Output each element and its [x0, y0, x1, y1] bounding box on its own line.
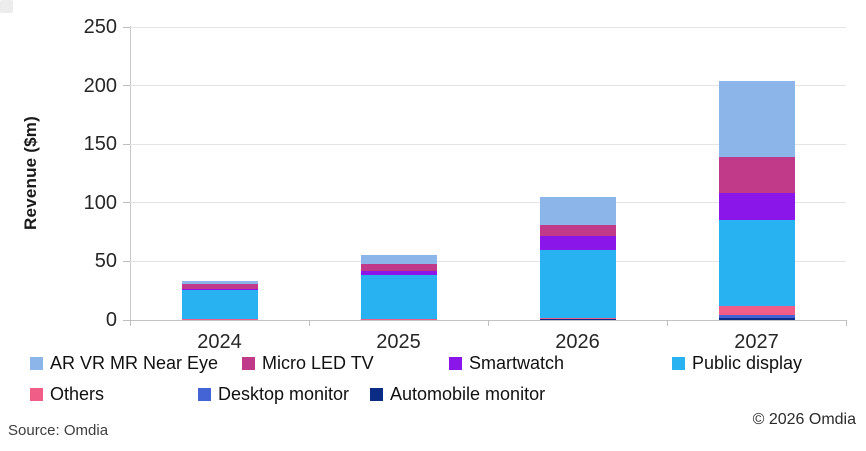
bar-segment: [539, 249, 616, 318]
bar-2025: [360, 254, 437, 320]
x-tick-mark: [488, 320, 489, 326]
gridline-150: [130, 143, 846, 145]
x-tick-mark: [130, 320, 131, 326]
legend-label: Smartwatch: [469, 352, 565, 373]
bar-segment: [360, 274, 437, 320]
legend-item: Micro LED TV: [242, 352, 374, 374]
bar-segment: [181, 319, 258, 320]
bar-segment: [718, 220, 795, 306]
legend-item: Automobile monitor: [370, 383, 545, 405]
legend-swatch: [449, 356, 462, 370]
bar-segment: [539, 318, 616, 320]
bar-segment: [718, 80, 795, 158]
x-category-label: 2025: [376, 331, 421, 353]
y-tick-label: 150: [83, 133, 117, 156]
legend-swatch: [242, 356, 255, 370]
gridline-250: [130, 26, 846, 28]
copyright-note: © 2026 Omdia: [752, 411, 856, 428]
legend-swatch: [30, 387, 43, 401]
legend-item: Smartwatch: [449, 352, 564, 374]
x-tick-mark: [667, 320, 668, 326]
bar-segment: [360, 319, 437, 320]
y-tick-label: 0: [105, 309, 117, 331]
corner-artifact: [0, 0, 13, 13]
y-tick-mark: [123, 85, 130, 87]
x-tick-mark: [309, 320, 310, 326]
legend-label: AR VR MR Near Eye: [50, 352, 219, 373]
x-category-label: 2024: [197, 331, 242, 353]
y-tick-mark: [123, 26, 130, 28]
bar-segment: [539, 225, 616, 236]
legend-item: AR VR MR Near Eye: [30, 352, 218, 374]
y-tick-mark: [123, 319, 130, 321]
x-category-label: 2026: [555, 331, 600, 353]
bar-segment: [181, 290, 258, 320]
y-tick-label: 250: [83, 16, 117, 38]
gridline-100: [130, 202, 846, 204]
bar-segment: [718, 157, 795, 194]
legend-item: Others: [30, 383, 104, 405]
y-axis-line: [130, 26, 131, 320]
legend-label: Micro LED TV: [262, 352, 374, 373]
y-tick-label: 100: [83, 191, 117, 214]
y-tick-label: 200: [83, 74, 117, 97]
bar-segment: [718, 305, 795, 316]
legend-item: Public display: [672, 352, 802, 374]
bar-segment: [360, 264, 437, 272]
bar-2024: [181, 280, 258, 320]
legend-swatch: [672, 356, 685, 370]
bar-segment: [360, 254, 437, 265]
y-tick-mark: [123, 260, 130, 262]
legend-label: Public display: [692, 352, 803, 373]
legend-item: Desktop monitor: [198, 383, 349, 405]
bar-segment: [718, 315, 795, 318]
x-tick-mark: [846, 320, 847, 326]
y-tick-mark: [123, 202, 130, 204]
bar-2026: [539, 197, 616, 320]
y-tick-label: 50: [94, 250, 117, 273]
bar-segment: [539, 197, 616, 226]
gridline-50: [130, 260, 846, 262]
bar-segment: [718, 317, 795, 320]
bar-segment: [539, 317, 616, 319]
legend-label: Desktop monitor: [218, 383, 350, 404]
bar-2027: [718, 80, 795, 320]
bar-segment: [181, 280, 258, 285]
bar-segment: [181, 288, 258, 291]
bar-segment: [360, 271, 437, 275]
legend-label: Others: [50, 383, 105, 404]
bar-segment: [718, 193, 795, 221]
y-tick-mark: [123, 143, 130, 145]
bar-segment: [539, 235, 616, 250]
legend-swatch: [198, 387, 211, 401]
plot-area: [130, 26, 846, 320]
bar-segment: [181, 284, 258, 289]
x-category-label: 2027: [734, 331, 779, 353]
legend-label: Automobile monitor: [390, 383, 546, 404]
bar-segment: [539, 319, 616, 320]
source-note: Source: Omdia: [8, 422, 109, 439]
y-axis-title: Revenue ($m): [21, 116, 40, 230]
legend-swatch: [370, 387, 383, 401]
legend-swatch: [30, 356, 43, 370]
gridline-200: [130, 85, 846, 87]
